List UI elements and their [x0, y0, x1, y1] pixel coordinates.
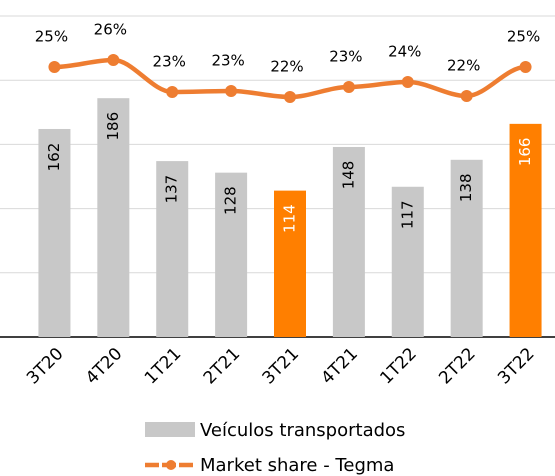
x-tick-label: 2T22	[435, 344, 479, 388]
line-label: 24%	[388, 43, 421, 61]
bar-label: 137	[163, 175, 181, 204]
line-marker	[166, 86, 179, 98]
legend-marker	[166, 460, 176, 470]
x-tick-label: 1T22	[376, 344, 420, 388]
line-label: 26%	[94, 21, 127, 39]
legend-swatch	[145, 422, 195, 437]
line-marker	[342, 81, 355, 93]
bar	[97, 98, 130, 338]
x-tick-label: 3T20	[23, 344, 67, 388]
bar	[215, 172, 248, 337]
bar	[156, 161, 189, 337]
line-label: 22%	[447, 57, 480, 75]
line-marker	[225, 85, 238, 97]
bar-label: 162	[45, 143, 63, 172]
line-marker	[460, 90, 473, 102]
bar-label: 114	[281, 204, 299, 233]
bar	[450, 159, 483, 337]
line-marker	[107, 54, 120, 66]
x-tick-label: 3T22	[494, 344, 538, 388]
bar-label: 186	[104, 112, 122, 141]
bar	[509, 123, 542, 337]
x-tick-label: 1T21	[141, 344, 185, 388]
legend-label: Market share - Tegma	[200, 455, 394, 476]
x-tick-label: 2T21	[200, 344, 244, 388]
line-label: 25%	[507, 28, 540, 46]
bar-label: 138	[457, 173, 475, 202]
bar	[38, 128, 71, 337]
bar-label: 166	[516, 138, 534, 167]
line-marker	[48, 61, 61, 73]
line-label: 23%	[211, 52, 244, 70]
x-tick-label: 4T21	[318, 344, 362, 388]
bar-label: 117	[398, 200, 416, 229]
bar	[332, 146, 365, 337]
line-label: 22%	[270, 58, 303, 76]
line-marker	[401, 76, 414, 88]
bar	[274, 190, 306, 337]
line-label: 23%	[329, 48, 362, 66]
bar-label: 148	[339, 161, 357, 190]
line-label: 25%	[35, 28, 68, 46]
x-tick-label: 4T20	[82, 344, 126, 388]
x-tick-label: 3T21	[259, 344, 303, 388]
line-label: 23%	[153, 53, 186, 71]
legend-label: Veículos transportados	[200, 420, 405, 441]
bar	[391, 186, 424, 337]
line-marker	[284, 91, 296, 103]
bar-label: 128	[222, 186, 240, 215]
line-marker	[519, 61, 532, 73]
